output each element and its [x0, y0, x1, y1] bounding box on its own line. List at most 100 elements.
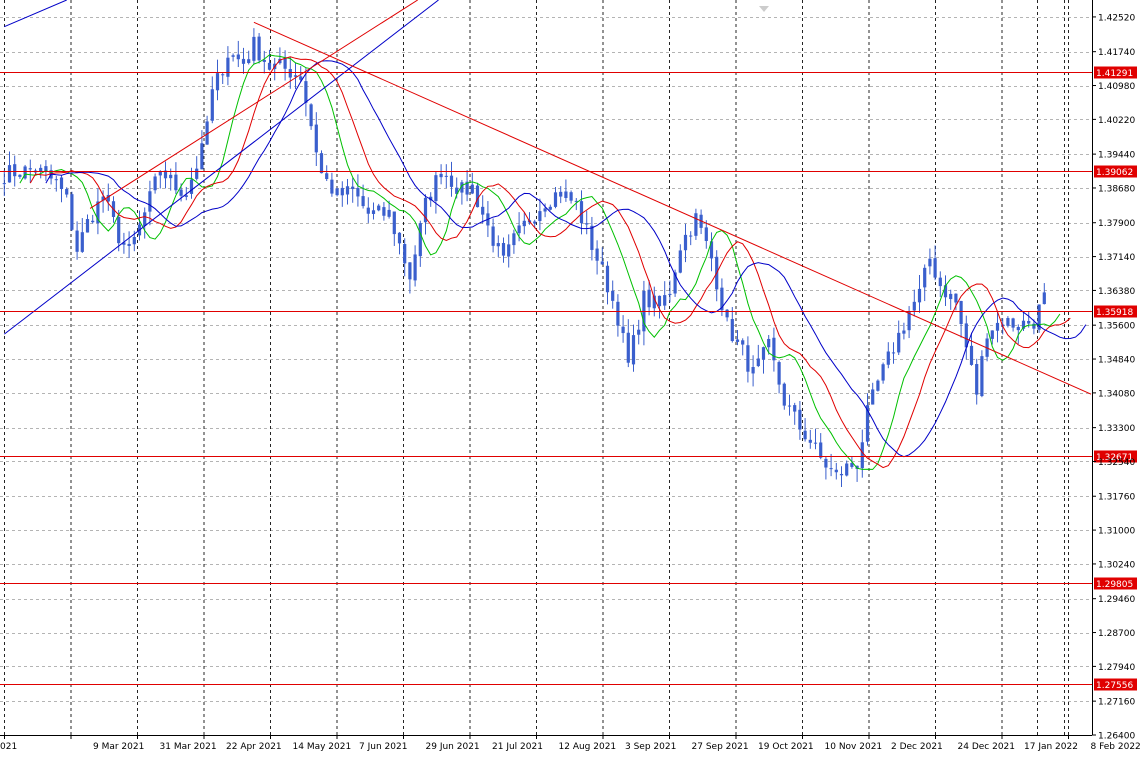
candle-body	[423, 197, 428, 223]
candle-body	[548, 206, 552, 210]
candle-body	[735, 339, 740, 342]
candle-body	[257, 36, 261, 61]
candle-body	[278, 58, 282, 64]
candle-body	[663, 295, 667, 306]
candle-body	[205, 121, 209, 145]
chart-shift-marker-icon[interactable]	[759, 6, 769, 12]
candle-body	[28, 168, 32, 170]
candle-body	[54, 179, 58, 181]
candle-body	[2, 183, 6, 185]
candle-body	[356, 188, 360, 197]
candle-body	[860, 442, 864, 469]
candle-body	[938, 277, 942, 287]
time-tick-label: 19 Oct 2021	[758, 742, 814, 752]
candle-body	[106, 194, 110, 202]
candle-body	[761, 347, 766, 360]
candle-body	[730, 319, 734, 341]
candle-body	[990, 330, 994, 339]
candle-body	[689, 235, 693, 237]
candle-body	[553, 192, 558, 207]
candle-body	[44, 166, 48, 172]
candle-body	[673, 272, 677, 294]
candle-body	[590, 225, 594, 250]
candle-body	[200, 143, 204, 170]
candle-body	[481, 206, 485, 215]
price-tick-label: 1.39440	[1098, 151, 1135, 161]
candle-body	[80, 232, 84, 252]
price-tick-label: 1.41740	[1098, 48, 1135, 58]
candle-body	[949, 293, 953, 300]
candle-body	[1011, 318, 1015, 328]
candle-body	[236, 54, 240, 60]
candle-body	[923, 267, 927, 288]
candle-body	[153, 176, 157, 191]
candle-body	[595, 248, 599, 261]
candle-body	[637, 329, 641, 335]
candle-body	[600, 261, 604, 265]
candle-body	[850, 463, 854, 467]
candle-body	[351, 186, 355, 190]
candle-body	[533, 221, 537, 224]
level-price-label: 1.39062	[1096, 168, 1133, 178]
candle-body	[288, 69, 292, 78]
candle-body	[13, 164, 17, 177]
time-tick-label: 27 Sep 2021	[692, 742, 749, 752]
time-tick-label: 021	[0, 742, 17, 752]
candle-body	[798, 409, 802, 430]
candle-body	[569, 192, 573, 201]
candle-body	[215, 73, 220, 91]
candle-body	[70, 194, 74, 230]
candle-body	[969, 345, 974, 365]
candle-body	[392, 211, 396, 235]
candle-body	[917, 288, 922, 303]
candle-body	[434, 175, 438, 202]
price-tick-label: 1.38680	[1098, 184, 1135, 194]
candle-body	[845, 463, 849, 476]
candle-body	[746, 345, 750, 372]
candle-body	[928, 258, 932, 267]
candle-body	[267, 62, 272, 70]
candle-body	[1021, 320, 1026, 329]
candle-body	[579, 201, 584, 224]
candle-body	[231, 55, 235, 57]
candle-body	[538, 211, 542, 222]
candle-body	[657, 295, 662, 307]
candle-body	[122, 242, 126, 245]
candle-body	[995, 322, 1000, 331]
candle-body	[366, 207, 370, 214]
candle-body	[189, 179, 194, 194]
level-price-tag	[1094, 305, 1137, 318]
candle-body	[1042, 292, 1046, 305]
candle-body	[725, 309, 729, 318]
candle-body	[652, 295, 656, 309]
price-tick-label: 1.28700	[1098, 629, 1135, 639]
ma-fast-line	[19, 54, 1061, 470]
candle-body	[293, 75, 298, 77]
trendline-blue	[4, 0, 67, 28]
candle-body	[330, 179, 334, 194]
candle-body	[314, 124, 318, 153]
candle-body	[418, 223, 422, 257]
time-tick-label: 7 Jun 2021	[359, 742, 407, 752]
candle-body	[564, 191, 568, 198]
candle-body	[871, 389, 875, 405]
candle-body	[980, 356, 984, 397]
candle-body	[340, 187, 344, 196]
candle-body	[501, 242, 506, 256]
candle-body	[902, 330, 906, 334]
candle-body	[543, 208, 547, 212]
candle-body	[782, 383, 786, 406]
candle-body	[262, 59, 266, 62]
candle-body	[241, 58, 246, 64]
price-tick-label: 1.34080	[1098, 389, 1135, 399]
trendline-red	[253, 21, 1092, 395]
candle-body	[439, 173, 443, 178]
candle-body	[683, 234, 688, 251]
price-tick-label: 1.33300	[1098, 424, 1135, 434]
time-tick-label: 9 Mar 2021	[93, 742, 144, 752]
candle-body	[855, 465, 859, 469]
candle-body	[891, 352, 896, 354]
ma-slow-line	[45, 60, 1087, 458]
